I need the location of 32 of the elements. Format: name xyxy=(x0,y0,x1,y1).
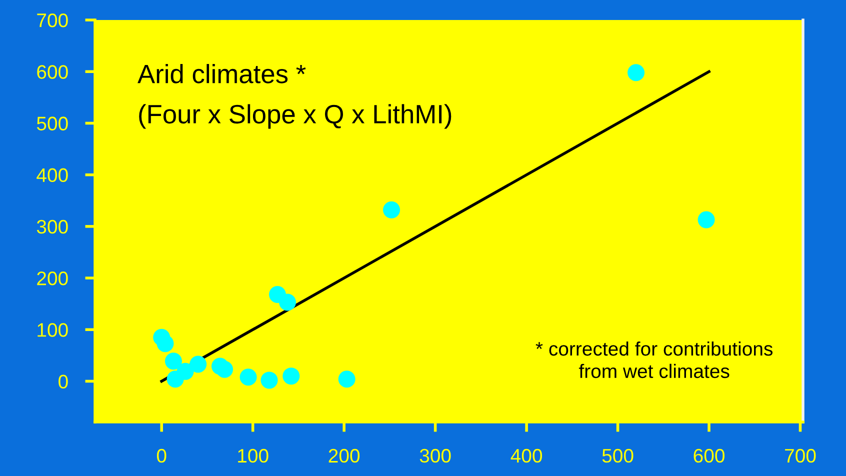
y-tick-label: 0 xyxy=(58,374,68,388)
y-tick-label: 300 xyxy=(36,220,68,234)
x-tick-label: 400 xyxy=(510,448,542,463)
point xyxy=(156,335,174,352)
x-tick-label: 0 xyxy=(156,448,166,463)
point xyxy=(279,294,296,311)
point xyxy=(176,362,194,380)
x-tick-label: 700 xyxy=(785,448,816,463)
point xyxy=(628,64,645,82)
y-tick-label: 200 xyxy=(37,271,68,286)
x-tick-label: 300 xyxy=(420,448,451,463)
annotation: * corrected for contributions from wet climates xyxy=(536,341,773,378)
point xyxy=(698,211,715,228)
point xyxy=(338,370,356,388)
y-tick-label: 600 xyxy=(37,65,68,79)
x-tick-label: 600 xyxy=(694,448,724,463)
point xyxy=(164,352,182,370)
point xyxy=(190,356,207,373)
y-tick-label: 100 xyxy=(38,323,68,337)
x-tick-label: 500 xyxy=(602,448,634,463)
annotation: (Four x Slope x Q x LithMI) xyxy=(139,104,452,129)
annotation: Arid climates * xyxy=(138,64,306,84)
y-tick-label: 500 xyxy=(36,116,68,130)
point xyxy=(282,368,300,385)
point xyxy=(260,372,278,389)
point xyxy=(216,360,234,378)
x-tick-label: 200 xyxy=(328,448,360,463)
y-tick-label: 700 xyxy=(37,13,68,28)
x-tick-label: 100 xyxy=(238,448,268,463)
point xyxy=(240,368,257,386)
y-tick-label: 400 xyxy=(36,168,68,182)
point xyxy=(383,201,400,218)
